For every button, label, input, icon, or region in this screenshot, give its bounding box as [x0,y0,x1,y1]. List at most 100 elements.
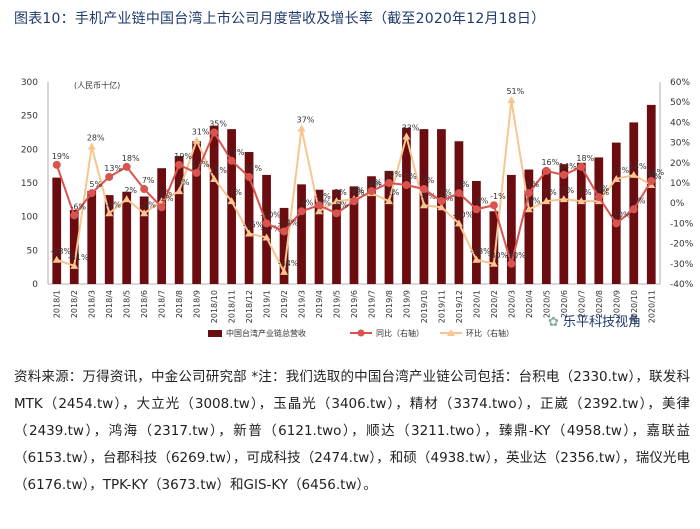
yoy-data-label: 1% [439,188,452,197]
yoy-point [245,172,254,181]
mom-point [437,203,446,211]
mom-point [280,267,289,275]
yoy-data-label: 10% [384,170,402,179]
y-tick-right: 40% [670,118,690,128]
bar [454,141,464,284]
mom-point [489,259,498,267]
yoy-point [612,219,621,228]
mom-data-label: -30% [488,251,509,260]
mom-data-label: -28% [50,247,71,256]
yoy-data-label: 18% [576,154,594,163]
x-tick-label: 2020/2 [490,290,499,318]
mom-point [262,233,271,241]
x-tick-label: 2019/8 [385,290,394,318]
bar [541,169,551,284]
yoy-point [507,259,516,268]
yoy-point [647,176,656,185]
bar [629,122,639,285]
yoy-data-label: 3% [596,184,609,193]
mom-data-label: 33% [402,124,420,133]
mom-point [507,96,516,104]
mom-point [384,197,393,205]
mom-point [245,229,254,237]
y-tick-right: 60% [670,78,690,88]
x-tick-label: 2018/3 [88,290,97,318]
y-tick-left: 150 [21,179,38,189]
mom-data-label: 6% [177,178,190,187]
x-tick-label: 2020/6 [560,290,569,318]
yoy-data-label: -3% [473,196,489,205]
bar [367,176,376,284]
y-tick-right: -40% [670,280,694,290]
chart-title: 图表10：手机产业链中国台湾上市公司月度营收及增长率（截至2020年12月18日… [14,11,546,27]
yoy-data-label: -10% [260,210,281,219]
mom-point [524,205,533,213]
bar [227,129,236,284]
mom-data-label: -34% [278,259,299,268]
bar [174,156,184,284]
mom-data-label: 1% [159,188,172,197]
x-tick-label: 2018/1 [53,290,62,318]
mom-data-label: -31% [68,253,89,262]
bar [279,207,289,284]
mom-point [629,170,638,178]
bar [524,169,534,284]
y-tick-right: 0% [670,199,685,209]
mom-data-label: -1% [420,192,436,201]
mom-point [612,174,621,182]
yoy-point [122,162,131,171]
yoy-point [454,189,463,198]
mom-data-label: 2% [352,186,365,195]
bar [349,186,359,284]
yoy-point [175,160,184,169]
watermark: ✿ 乐平科技视角 [548,311,641,330]
mom-data-label: 51% [506,87,524,96]
legend-marker-mom [447,329,455,336]
mom-point [559,195,568,203]
yoy-point [210,128,219,137]
yoy-data-label: -2% [158,194,174,203]
x-tick-label: 2018/12 [245,290,254,323]
mom-data-label: 1% [334,188,347,197]
yoy-point [297,207,306,216]
x-tick-label: 2018/5 [123,290,132,318]
x-tick-label: 2020/8 [595,290,604,318]
yoy-data-label: 13% [244,164,262,173]
yoy-data-label: -3% [630,196,646,205]
source-note: 资料来源：万得资讯，中金公司研究部 *注：我们选取的中国台湾产业链公司包括：台积… [14,369,690,493]
yoy-point [577,162,586,171]
x-tick-label: 2019/3 [298,290,307,318]
mom-point [210,174,219,182]
yoy-data-label: 16% [541,158,559,167]
chart-area: 0 50 100 150 200 250 300 60% 50% 40% 30% 20% 10% 0% -1… [0,34,700,364]
bar [576,162,586,284]
bar [52,177,62,284]
bar [559,164,569,284]
bar [594,157,604,284]
mom-data-label: 12% [209,166,227,175]
yoy-point [70,211,79,220]
mom-point [52,255,61,263]
mom-data-label: -10% [453,210,474,219]
x-tick-label: 2020/4 [525,290,534,318]
y-tick-right: 50% [670,98,690,108]
yoy-point [332,209,341,218]
unit-label: (人民币十亿) [74,80,120,90]
mom-point [122,195,131,203]
yoy-point [489,201,498,210]
yoy-data-label: 21% [227,148,245,157]
yoy-data-label: 18% [122,154,140,163]
mom-point [297,124,306,132]
yoy-point [367,187,376,196]
x-tick-label: 2019/12 [455,290,464,323]
bar [244,152,254,284]
y-tick-right: -10% [670,219,694,229]
mom-data-label: 37% [297,115,315,124]
yoy-point [542,166,551,175]
yoy-data-label: -10% [610,210,631,219]
yoy-point [105,172,114,181]
yoy-point [315,201,324,210]
x-tick-label: 2019/4 [315,290,324,318]
mom-data-label: 28% [87,134,105,143]
x-tick-label: 2020/9 [612,290,621,318]
